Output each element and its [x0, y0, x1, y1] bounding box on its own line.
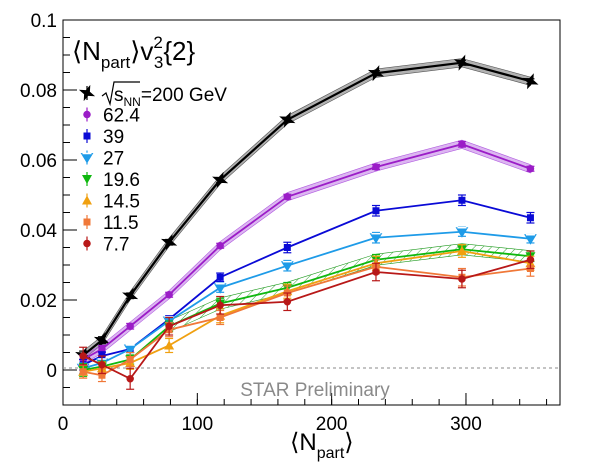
marker	[165, 322, 173, 330]
legend-label: 27	[103, 149, 124, 170]
legend-item: 62.4	[83, 106, 140, 127]
x-tick-label: 100	[181, 414, 213, 435]
marker	[283, 244, 291, 251]
star-preliminary-annotation: STAR Preliminary	[240, 380, 390, 401]
y-tick-label: 0.02	[20, 291, 57, 312]
legend-label: 62.4	[103, 106, 140, 127]
marker	[83, 132, 91, 140]
legend-header-label: sNN=200 GeV	[114, 85, 227, 109]
legend-item: 7.7	[83, 235, 129, 256]
marker	[283, 298, 292, 306]
x-axis-title-close: ⟩	[344, 429, 353, 456]
legend-label: 14.5	[103, 192, 140, 213]
band	[82, 139, 531, 365]
y-axis: 0 0.02 0.04 0.06 0.08 0.1	[20, 11, 77, 406]
marker	[372, 268, 380, 276]
legend-label: 7.7	[103, 235, 129, 256]
marker	[367, 65, 385, 82]
y-tick-label: 0	[46, 361, 57, 382]
legend-item: 27	[80, 149, 124, 170]
y-tick-label: 0.1	[31, 11, 57, 32]
x-tick-label: 0	[58, 414, 69, 435]
marker	[98, 361, 106, 369]
marker	[83, 239, 91, 248]
marker	[79, 352, 87, 360]
observable-label: ⟨Npart⟩v2 3{2}	[72, 33, 195, 72]
marker	[213, 283, 227, 294]
marker	[82, 195, 92, 205]
marker	[456, 246, 467, 255]
marker	[80, 153, 94, 164]
series-7.7	[79, 250, 535, 390]
legend-header: sNN=200 GeV	[101, 81, 227, 109]
marker	[122, 287, 139, 304]
legend-item: 39	[83, 127, 124, 148]
marker	[522, 73, 539, 90]
legend-header-root: s	[114, 85, 124, 106]
marker	[216, 314, 224, 321]
legend-item: 14.5	[82, 192, 140, 213]
x-axis-title-sub: part	[317, 445, 345, 462]
marker	[526, 165, 535, 173]
marker	[279, 111, 296, 128]
marker	[126, 322, 134, 330]
y-tick-label: 0.08	[20, 81, 57, 102]
observable-open: ⟨N	[72, 36, 101, 66]
marker	[93, 332, 110, 349]
legend-label: 11.5	[103, 213, 139, 234]
observable-close: ⟩v	[130, 36, 153, 66]
marker	[78, 84, 96, 102]
x-axis-title: ⟨Npart⟩	[290, 429, 354, 462]
marker	[212, 171, 229, 188]
legend-header-sub: NN	[124, 95, 141, 109]
marker	[283, 193, 292, 201]
y-tick-label: 0.04	[20, 221, 57, 242]
marker	[458, 140, 466, 148]
marker	[526, 214, 534, 222]
x-axis-title-open: ⟨N	[290, 429, 317, 456]
legend-label: 39	[103, 127, 124, 148]
marker	[458, 275, 466, 283]
observable-sub2: 3	[154, 53, 163, 72]
marker	[453, 54, 470, 71]
y-tick-label: 0.06	[20, 151, 57, 172]
marker	[526, 256, 535, 264]
marker	[161, 234, 178, 251]
observable-sup: 2	[153, 33, 162, 52]
marker	[372, 163, 380, 171]
marker	[216, 301, 224, 309]
observable-tail: {2}	[163, 36, 195, 66]
marker	[164, 340, 175, 350]
legend-item	[78, 84, 96, 102]
x-tick-label: 200	[316, 414, 348, 435]
observable-sub: part	[101, 53, 131, 72]
legend-header-tail: =200 GeV	[141, 85, 227, 106]
data-series	[75, 54, 539, 390]
x-axis: 0 100 200 300	[58, 393, 548, 435]
marker	[98, 371, 106, 379]
marker	[216, 242, 224, 250]
marker	[216, 273, 224, 281]
marker	[83, 110, 91, 119]
marker	[82, 175, 92, 184]
marker	[372, 207, 380, 215]
marker	[165, 291, 173, 299]
legend-label: 19.6	[103, 170, 140, 191]
sqrt-symbol	[101, 81, 140, 107]
legend-item: 11.5	[83, 213, 139, 234]
series--sNN-200-GeV	[75, 54, 539, 364]
marker	[126, 375, 134, 383]
x-tick-label: 300	[450, 414, 482, 435]
marker	[98, 345, 106, 353]
marker	[79, 368, 87, 376]
marker	[126, 356, 134, 363]
marker	[83, 218, 91, 226]
legend-item: 19.6	[82, 170, 140, 191]
marker	[458, 196, 466, 204]
